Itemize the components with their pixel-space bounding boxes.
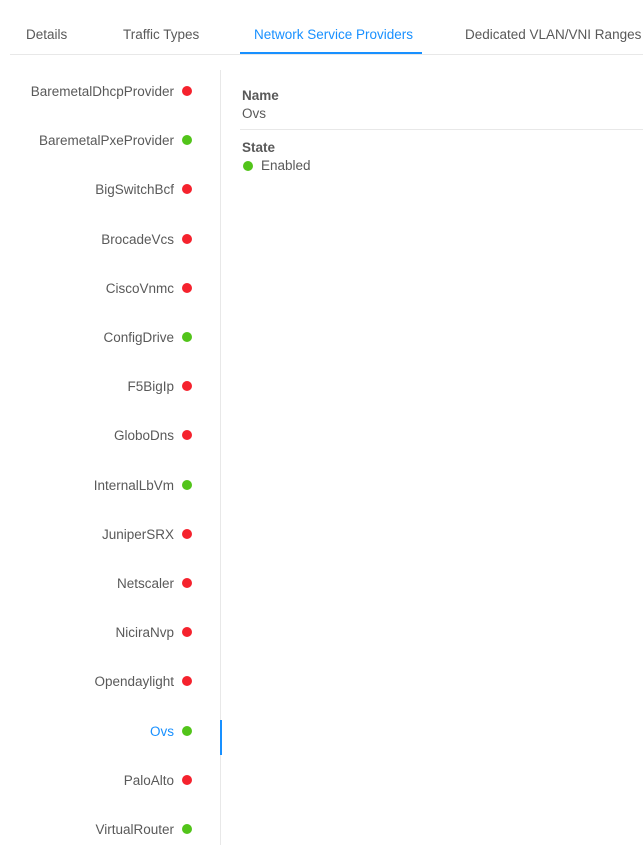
provider-item[interactable]: BrocadeVcs [0,223,221,259]
provider-item[interactable]: F5BigIp [0,370,221,406]
provider-item[interactable]: BigSwitchBcf [0,173,221,209]
provider-name: BigSwitchBcf [95,182,174,198]
provider-name: NiciraNvp [115,625,174,641]
provider-name: GloboDns [113,428,174,444]
status-dot-icon [182,135,192,146]
provider-name: ConfigDrive [103,330,174,345]
tab-traffic-types[interactable]: Traffic Types [123,27,200,42]
provider-item[interactable]: VirtualRouter [0,813,221,849]
provider-name: VirtualRouter [95,822,174,837]
status-dot-icon [182,184,192,195]
provider-item[interactable]: ConfigDrive [0,321,221,357]
status-dot-icon [182,381,192,392]
tab-dedicated-vlan-vni-ranges[interactable]: Dedicated VLAN/VNI Ranges [465,27,642,42]
state-text: Enabled [261,158,311,173]
status-dot-icon [182,676,192,687]
status-dot-icon [182,282,192,293]
provider-item[interactable]: BaremetalPxeProvider [0,124,221,160]
status-dot-icon [182,824,192,834]
provider-item[interactable]: GloboDns [0,419,221,455]
divider [240,129,643,130]
provider-name: Ovs [149,723,174,739]
active-tab-indicator [240,52,422,54]
provider-name: BaremetalPxeProvider [38,133,174,149]
provider-item[interactable]: NiciraNvp [0,616,221,652]
provider-name: CiscoVnmc [105,280,174,296]
status-dot-icon [182,430,192,441]
status-dot-icon [182,578,192,588]
provider-name: Opendaylight [94,674,174,690]
name-label: Name [242,88,279,103]
status-dot-icon [182,528,192,539]
provider-item[interactable]: InternalLbVm [0,469,221,505]
provider-name: F5BigIp [127,379,174,395]
status-dot-icon [182,233,192,244]
provider-name: BaremetalDhcpProvider [30,84,174,99]
status-dot-icon [182,774,192,785]
provider-name: Netscaler [116,576,174,591]
status-dot-icon [182,725,192,736]
status-dot-icon [182,479,192,490]
status-dot-icon [182,86,192,96]
provider-list: BaremetalDhcpProvider BaremetalPxeProvide… [0,70,222,845]
provider-item[interactable]: JuniperSRX [0,518,221,554]
provider-details: Name Ovs State Enabled [240,88,643,173]
provider-item[interactable]: BaremetalDhcpProvider [0,75,221,111]
provider-name: BrocadeVcs [101,231,174,247]
provider-item[interactable]: PaloAlto [0,764,221,800]
status-dot-icon [243,160,253,171]
tab-network-service-providers[interactable]: Network Service Providers [254,27,414,42]
provider-name: InternalLbVm [93,477,174,493]
name-value: Ovs [242,106,267,121]
state-value: Enabled [240,158,643,173]
provider-item[interactable]: CiscoVnmc [0,272,221,308]
state-label: State [242,140,276,155]
provider-item[interactable]: Opendaylight [0,665,221,701]
tab-bar: Details Traffic Types Network Service Pr… [10,0,643,55]
provider-item[interactable]: Netscaler [0,567,221,603]
status-dot-icon [182,332,192,342]
tab-details[interactable]: Details [26,27,68,42]
provider-name: JuniperSRX [101,526,174,542]
provider-name: PaloAlto [123,772,174,788]
provider-item[interactable]: Ovs [0,715,222,755]
status-dot-icon [182,627,192,638]
